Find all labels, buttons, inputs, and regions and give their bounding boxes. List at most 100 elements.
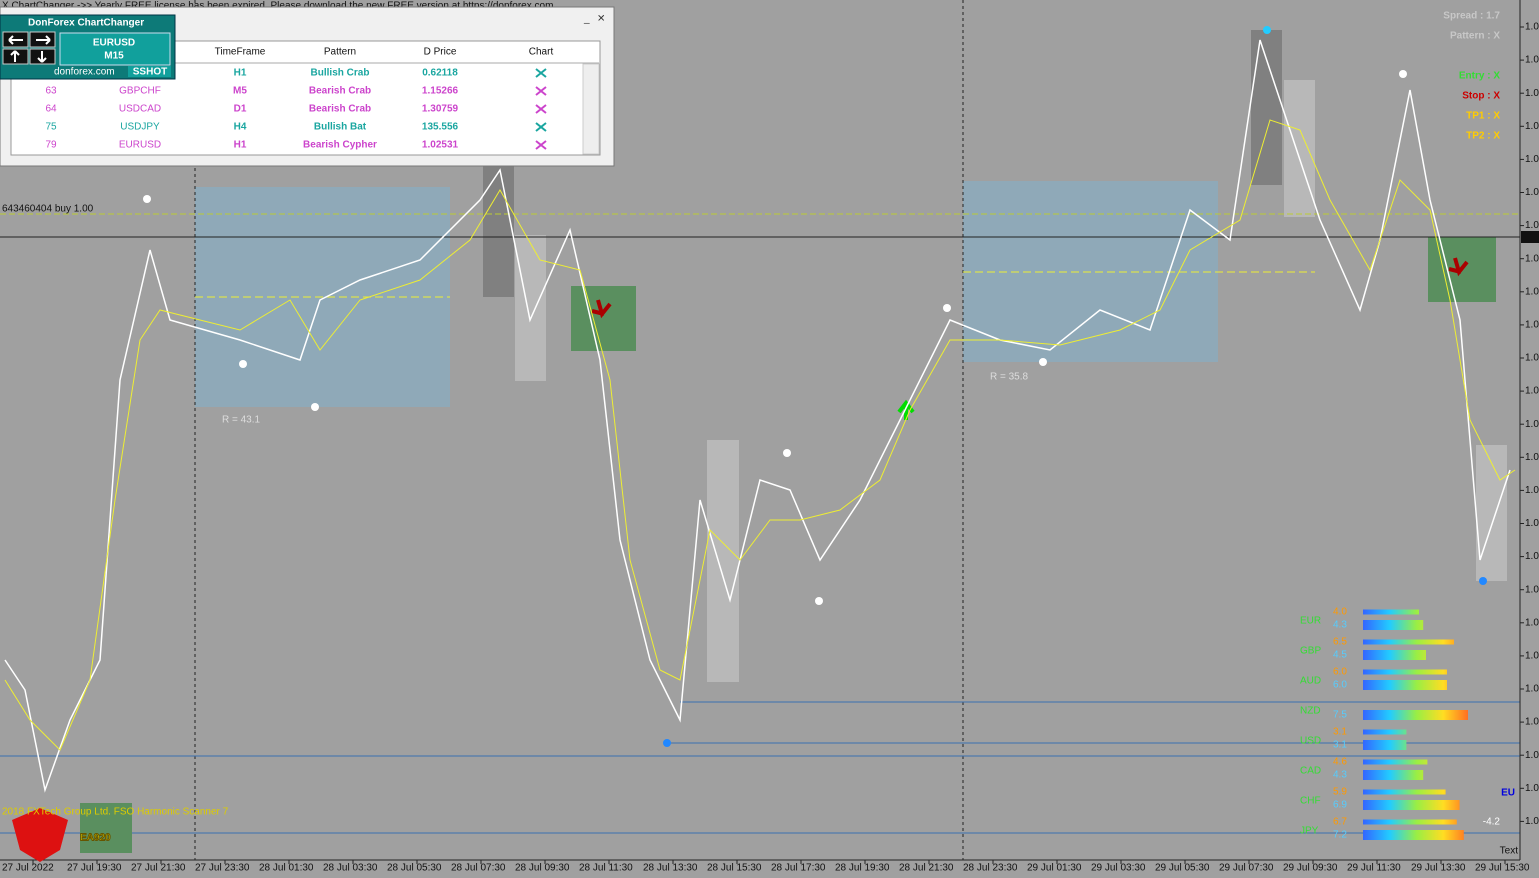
x-tick-label: 29 Jul 13:30 — [1411, 863, 1466, 874]
y-tick-label: 1.0 — [1525, 353, 1539, 364]
x-tick-label: 29 Jul 15:30 — [1475, 863, 1530, 874]
row-pattern: Bullish Bat — [314, 122, 367, 133]
x-tick-label: 28 Jul 11:30 — [579, 863, 633, 874]
changer-title: DonForex ChartChanger — [28, 18, 144, 29]
logo-text: EA920 — [80, 833, 111, 844]
strength-bar — [1363, 729, 1407, 735]
x-tick-label: 28 Jul 13:30 — [643, 863, 698, 874]
strength-value: 6.0 — [1333, 680, 1347, 691]
stop: Stop : X — [1462, 91, 1500, 102]
strength-value: 6.0 — [1333, 667, 1347, 678]
scrollbar[interactable] — [582, 63, 600, 155]
x-tick-label: 28 Jul 03:30 — [323, 863, 378, 874]
zone — [483, 165, 514, 297]
y-tick-label: 1.0 — [1525, 584, 1539, 595]
logo-icon — [12, 808, 68, 862]
chart-link[interactable] — [535, 104, 547, 114]
row-symbol: USDJPY — [120, 122, 160, 133]
ratio-label: R = 35.8 — [990, 372, 1029, 383]
strength-value: 4.5 — [1333, 650, 1347, 661]
row-price: 1.02531 — [422, 140, 459, 151]
zone — [707, 440, 739, 682]
x-tick-label: 29 Jul 01:30 — [1027, 863, 1082, 874]
column-header: Pattern — [324, 47, 356, 58]
strength-value: 5.9 — [1333, 787, 1347, 798]
chart-link[interactable] — [535, 122, 547, 132]
row-price: 1.15266 — [422, 86, 459, 97]
x-tick-label: 28 Jul 19:30 — [835, 863, 890, 874]
x-tick-label: 28 Jul 05:30 — [387, 863, 442, 874]
row-symbol: EURUSD — [119, 140, 161, 151]
y-tick-label: 1.0 — [1525, 816, 1539, 827]
row-id: 63 — [45, 86, 57, 97]
row-price: 0.62118 — [422, 68, 458, 79]
close-button[interactable]: ✕ — [597, 14, 605, 25]
price-axis-labels: 1.0 1.0 1.0 1.0 1.0 1.0 1.0 1.0 1.0 1.0 1.0 1.0 1.0 1… — [1520, 22, 1539, 827]
strength-bar — [1363, 680, 1447, 690]
changer-site: donforex.com — [54, 67, 115, 78]
signal-box — [571, 286, 636, 351]
time-axis: 27 Jul 2022 27 Jul 19:30 27 Jul 21:30 27 Ju… — [2, 860, 1530, 874]
column-header: TimeFrame — [215, 47, 266, 58]
row-pattern: Bearish Cypher — [303, 140, 377, 151]
strength-bar — [1363, 830, 1464, 840]
changer-timeframe: M15 — [104, 51, 124, 62]
strength-value: 6.9 — [1333, 800, 1347, 811]
watermark: 2018 FXTech Group Ltd. FSO Harmonic Scan… — [2, 807, 229, 818]
x-tick-label: 27 Jul 19:30 — [67, 863, 122, 874]
strength-bar — [1363, 669, 1447, 675]
currency-name: NZD — [1300, 706, 1321, 717]
ratio-label: R = 43.1 — [222, 415, 261, 426]
x-tick-label: 28 Jul 07:30 — [451, 863, 506, 874]
zone — [1284, 80, 1315, 217]
x-tick-label: 27 Jul 23:30 — [195, 863, 250, 874]
currency-name: JPY — [1300, 826, 1319, 837]
row-timeframe: M5 — [233, 86, 247, 97]
chart-link[interactable] — [535, 140, 547, 150]
minimize-button[interactable]: _ — [583, 14, 590, 25]
strength-bar — [1363, 620, 1424, 630]
strength-value: 4.3 — [1333, 770, 1347, 781]
row-id: 75 — [45, 122, 57, 133]
row-pattern: Bullish Crab — [311, 68, 370, 79]
y-tick-label: 1.0 — [1525, 22, 1539, 33]
y-tick-label: 1.0 — [1525, 187, 1539, 198]
x-tick-label: 29 Jul 07:30 — [1219, 863, 1274, 874]
chart-link[interactable] — [535, 68, 547, 78]
strength-value: 4.0 — [1333, 607, 1347, 618]
y-tick-label: 1.0 — [1525, 518, 1539, 529]
x-tick-label: 27 Jul 2022 — [2, 863, 54, 874]
strength-value: 6.7 — [1333, 817, 1347, 828]
currency-name: AUD — [1300, 676, 1321, 687]
row-timeframe: H4 — [234, 122, 247, 133]
strength-bar — [1363, 710, 1468, 720]
strength-bar — [1363, 789, 1446, 795]
y-tick-label: 1.0 — [1525, 253, 1539, 264]
x-tick-label: 27 Jul 21:30 — [131, 863, 186, 874]
x-tick-label: 28 Jul 01:30 — [259, 863, 314, 874]
tp2: TP2 : X — [1466, 131, 1500, 142]
strength-bar — [1363, 740, 1407, 750]
column-header: D Price — [424, 47, 457, 58]
row-timeframe: H1 — [234, 68, 247, 79]
spread: Spread : 1.7 — [1443, 11, 1500, 22]
x-tick-label: 28 Jul 15:30 — [707, 863, 762, 874]
symbol-button[interactable] — [59, 32, 171, 66]
zone — [1476, 445, 1507, 581]
y-tick-label: 1.0 — [1525, 88, 1539, 99]
row-price: 135.556 — [422, 122, 459, 133]
order-label: 643460404 buy 1.00 — [2, 204, 94, 215]
sshot-label: SSHOT — [133, 67, 167, 78]
currency-name: CHF — [1300, 796, 1321, 807]
entry: Entry : X — [1459, 71, 1500, 82]
row-price: 1.30759 — [422, 104, 459, 115]
logo-box — [80, 803, 132, 853]
strength-value: 3.1 — [1333, 740, 1347, 751]
sshot-button[interactable] — [128, 66, 171, 77]
chart-link[interactable] — [535, 86, 547, 96]
x-tick-label: 29 Jul 05:30 — [1155, 863, 1210, 874]
row-pattern: Bearish Crab — [309, 104, 371, 115]
strength-bar — [1363, 759, 1428, 765]
